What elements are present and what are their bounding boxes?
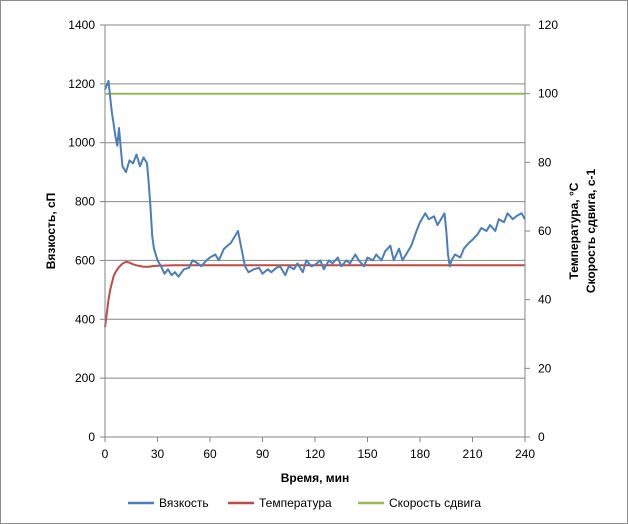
legend-label: Вязкость [159, 496, 209, 510]
x-tick-label: 60 [203, 447, 217, 461]
y-left-tick-label: 200 [75, 371, 95, 385]
y-left-tick-label: 400 [75, 312, 95, 326]
grid-lines [105, 24, 525, 379]
x-tick-labels: 0 30 60 90 120 150 180 210 240 [102, 437, 535, 461]
y-right-tick-label: 0 [538, 430, 545, 444]
y-left-axis-title: Вязкость, сП [44, 193, 58, 270]
series-line-0 [104, 79, 526, 278]
y-left-tick-label: 600 [75, 253, 95, 267]
legend-label: Скорость сдвига [389, 496, 481, 510]
x-tick-label: 120 [305, 447, 325, 461]
y-left-tick-label: 0 [88, 430, 95, 444]
y-right-tick-label: 60 [538, 224, 552, 238]
y-right-tick-label: 120 [538, 18, 558, 32]
legend: Вязкость Температура Скорость сдвига [128, 496, 481, 510]
x-tick-label: 180 [410, 447, 430, 461]
x-tick-label: 240 [515, 447, 535, 461]
series-line-1 [104, 260, 525, 328]
x-tick-label: 150 [357, 447, 377, 461]
y-left-tick-label: 1200 [68, 77, 95, 91]
y-right-tick-label: 40 [538, 293, 552, 307]
x-axis-title: Время, мин [281, 471, 350, 485]
y-right-tick-label: 20 [538, 361, 552, 375]
y-right-tick-label: 80 [538, 155, 552, 169]
y-right-tick-labels: 0 20 40 60 80 100 120 [525, 18, 558, 444]
x-tick-label: 210 [462, 447, 482, 461]
legend-label: Температура [259, 496, 332, 510]
x-tick-label: 30 [151, 447, 165, 461]
y-right-axis-title-shear-rate: Скорость сдвига, с-1 [584, 169, 598, 294]
y-left-tick-label: 1400 [68, 18, 95, 32]
y-right-tick-label: 100 [538, 87, 558, 101]
series-layer [104, 79, 526, 328]
y-right-axis-title-temperature: Температура, °C [567, 182, 581, 279]
y-left-tick-label: 800 [75, 195, 95, 209]
y-left-tick-label: 1000 [68, 136, 95, 150]
y-left-tick-labels: 0 200 400 600 800 1000 1200 1400 [68, 18, 105, 444]
x-tick-label: 0 [102, 447, 109, 461]
x-tick-label: 90 [256, 447, 270, 461]
axes [104, 25, 526, 438]
